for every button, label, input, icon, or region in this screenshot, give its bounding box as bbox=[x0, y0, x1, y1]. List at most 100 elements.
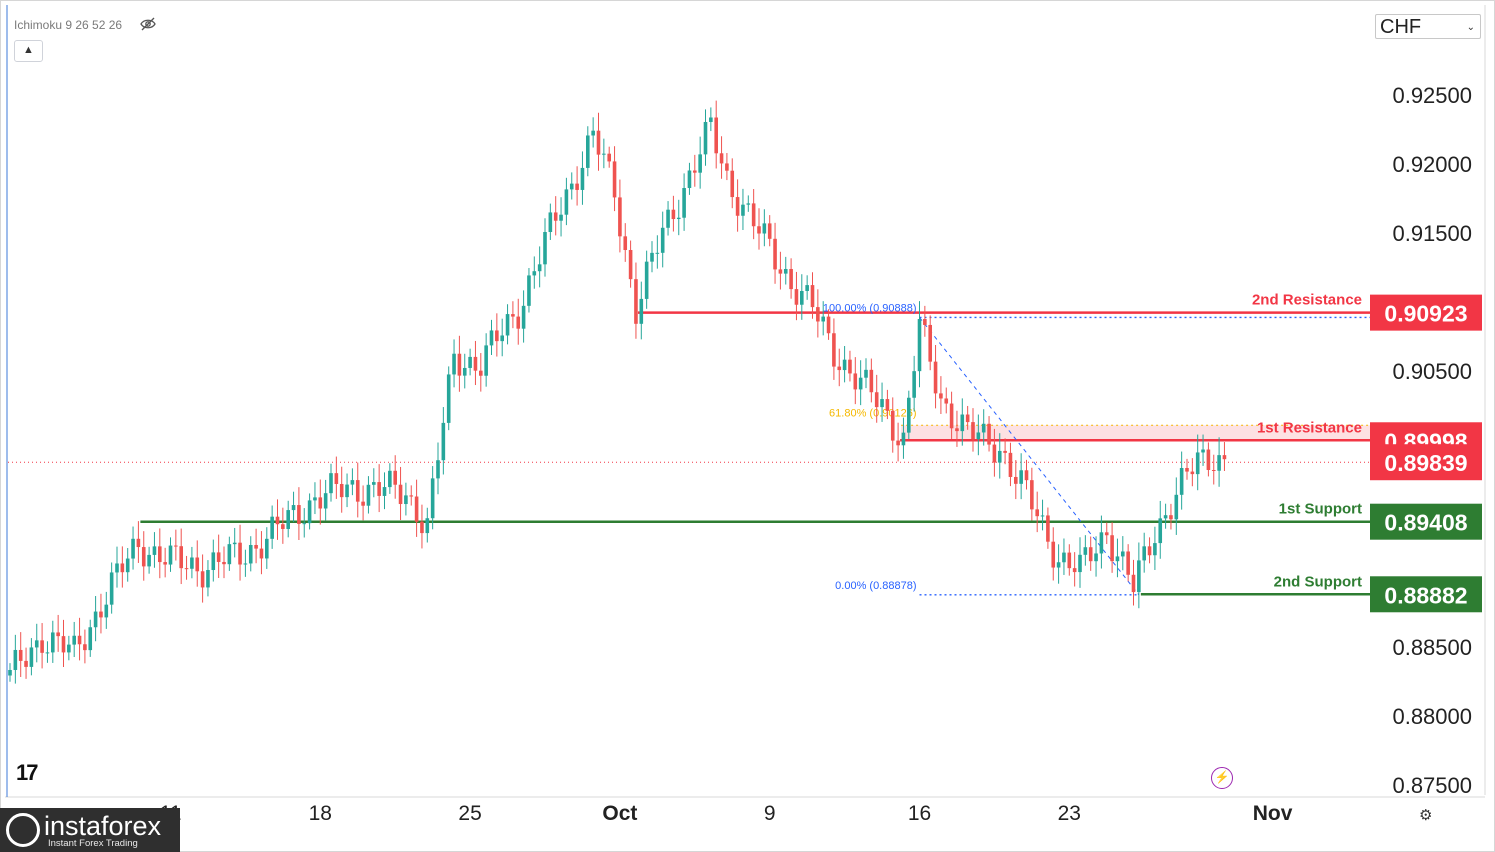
candle-body bbox=[329, 473, 333, 494]
candle-body bbox=[703, 121, 708, 155]
level-price-label: 0.90923 bbox=[1384, 301, 1467, 327]
candle-body bbox=[56, 632, 60, 637]
candle-body bbox=[430, 478, 435, 519]
candle-body bbox=[639, 298, 644, 324]
candle-body bbox=[1003, 450, 1007, 453]
candle-body bbox=[61, 636, 66, 653]
candle-body bbox=[238, 542, 242, 565]
candle-body bbox=[24, 660, 28, 667]
brand-name: instaforex bbox=[44, 811, 162, 841]
candle-body bbox=[1035, 509, 1039, 517]
candle-body bbox=[917, 319, 922, 372]
candle-body bbox=[848, 359, 852, 374]
candle-body bbox=[307, 500, 312, 524]
candle-body bbox=[949, 403, 954, 429]
last-price-badge bbox=[1370, 444, 1482, 481]
candle-body bbox=[131, 538, 135, 559]
candle-body bbox=[377, 482, 381, 496]
candle-body bbox=[372, 482, 376, 485]
level-price-label: 0.89408 bbox=[1384, 510, 1467, 536]
candle-body bbox=[746, 203, 751, 205]
candle-body bbox=[671, 209, 676, 220]
candle-body bbox=[596, 130, 601, 155]
candle-body bbox=[468, 356, 472, 368]
candle-body bbox=[1083, 547, 1088, 555]
candle-body bbox=[495, 330, 499, 342]
candle-body bbox=[1217, 455, 1221, 471]
candle-body bbox=[393, 470, 397, 485]
candle-body bbox=[195, 557, 200, 572]
level-name-label: 2nd Resistance bbox=[1252, 292, 1362, 309]
settings-gear-icon[interactable]: ⚙ bbox=[1419, 807, 1433, 824]
candle-body bbox=[901, 432, 906, 446]
candle-body bbox=[783, 268, 788, 274]
candle-body bbox=[281, 524, 285, 529]
candle-body bbox=[34, 640, 39, 648]
candle-body bbox=[248, 544, 253, 564]
candle-body bbox=[1094, 553, 1098, 562]
candle-body bbox=[751, 203, 756, 227]
candle-body bbox=[516, 316, 521, 329]
candle-body bbox=[1062, 552, 1066, 563]
candle-body bbox=[890, 410, 895, 441]
candle-body bbox=[955, 428, 959, 432]
eye-hidden-icon[interactable] bbox=[140, 17, 156, 31]
candle-body bbox=[853, 373, 858, 390]
lightning-icon[interactable]: ⚡ bbox=[1211, 767, 1233, 789]
fib-trend-line bbox=[919, 317, 1140, 596]
candle-body bbox=[125, 558, 130, 573]
level-name-label: 1st Resistance bbox=[1257, 419, 1362, 436]
candle-body bbox=[944, 398, 949, 404]
y-tick-label: 0.87500 bbox=[1392, 773, 1472, 798]
candle-body bbox=[1008, 452, 1013, 477]
candle-body bbox=[8, 669, 12, 676]
candle-body bbox=[741, 204, 745, 216]
candle-body bbox=[1115, 556, 1120, 562]
candle-body bbox=[500, 335, 504, 342]
candle-body bbox=[773, 238, 777, 270]
candle-body bbox=[1056, 562, 1061, 568]
candle-body bbox=[719, 153, 724, 164]
collapse-button[interactable]: ▲ bbox=[14, 40, 43, 62]
currency-select[interactable]: CHF ⌄ bbox=[1375, 14, 1481, 39]
candle-body bbox=[452, 353, 456, 375]
candle-body bbox=[184, 568, 189, 570]
last-price-label: 0.89839 bbox=[1384, 450, 1467, 476]
level-name-label: 2nd Support bbox=[1274, 573, 1362, 590]
candle-body bbox=[1142, 546, 1146, 561]
candle-body bbox=[907, 397, 911, 433]
candle-body bbox=[45, 652, 50, 654]
tradingview-logo[interactable]: 17 bbox=[16, 760, 39, 785]
y-tick-label: 0.88000 bbox=[1392, 704, 1472, 729]
candle-body bbox=[858, 377, 863, 390]
candle-body bbox=[714, 117, 718, 154]
chevron-down-icon: ⌄ bbox=[1466, 22, 1475, 33]
candle-body bbox=[1201, 449, 1205, 453]
candle-body bbox=[1211, 469, 1216, 471]
candle-body bbox=[628, 250, 633, 280]
candle-body bbox=[992, 444, 997, 463]
candle-body bbox=[350, 480, 355, 485]
candle-body bbox=[345, 484, 349, 498]
level-name-label: 1st Support bbox=[1279, 501, 1362, 518]
candle-body bbox=[960, 414, 965, 432]
candle-body bbox=[762, 223, 767, 234]
level-price-badge bbox=[1370, 503, 1482, 540]
candle-body bbox=[323, 493, 328, 509]
candle-body bbox=[40, 640, 44, 653]
indicator-label[interactable]: Ichimoku 9 26 52 26 bbox=[14, 18, 123, 32]
candle-body bbox=[259, 548, 264, 559]
candle-body bbox=[318, 497, 323, 509]
candle-body bbox=[1121, 551, 1125, 557]
candle-body bbox=[623, 236, 628, 251]
candle-body bbox=[869, 369, 874, 393]
candle-body bbox=[1019, 470, 1023, 484]
candle-body bbox=[634, 279, 638, 324]
candle-body bbox=[1067, 552, 1072, 569]
candle-body bbox=[1169, 515, 1173, 520]
x-tick-label: 23 bbox=[1058, 802, 1081, 825]
candle-body bbox=[1153, 543, 1157, 556]
x-tick-label: Oct bbox=[602, 802, 637, 825]
candle-body bbox=[425, 518, 430, 534]
